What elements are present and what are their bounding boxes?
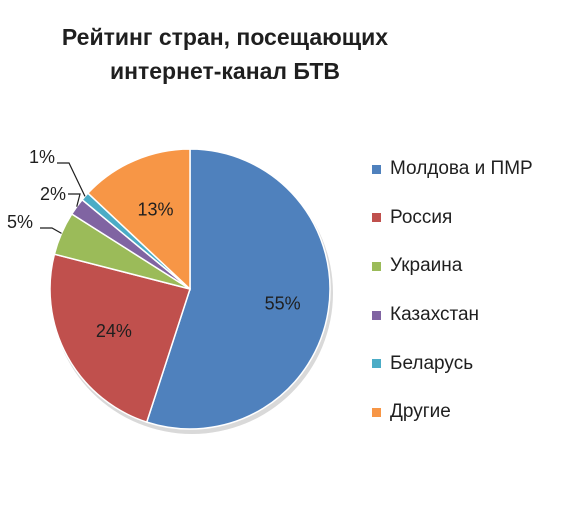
leader-line: [40, 227, 62, 234]
leader-line: [57, 162, 86, 197]
pie-slice: [49, 253, 191, 424]
slice-data-label: 24%: [96, 321, 132, 341]
legend-swatch: [372, 261, 381, 271]
legend-item: Украина: [372, 242, 533, 291]
chart-title-line-2: интернет-канал БТВ: [109, 58, 341, 84]
slice-data-label: 55%: [265, 294, 301, 314]
legend-swatch: [372, 310, 381, 320]
chart-title-line-1: Рейтинг стран, посещающих: [61, 24, 389, 50]
leader-line: [68, 193, 81, 207]
legend-label: Молдова и ПМР: [390, 158, 533, 180]
legend-item: Молдова и ПМР: [372, 145, 533, 194]
legend-label: Казахстан: [390, 304, 480, 326]
slice-data-label: 1%: [29, 147, 55, 167]
legend-label: Беларусь: [390, 352, 474, 374]
chart-legend: Молдова и ПМР Россия Украина Казахстан Белар…: [372, 145, 533, 437]
pie-slice: [145, 148, 331, 430]
legend-swatch: [372, 213, 381, 223]
legend-item: Казахстан: [372, 291, 533, 340]
legend-item: Другие: [372, 388, 533, 437]
slice-data-label: 2%: [40, 184, 66, 204]
slice-data-label: 13%: [138, 199, 174, 219]
legend-swatch: [372, 407, 381, 417]
slice-data-label: 5%: [7, 212, 33, 232]
legend-label: Россия: [390, 206, 453, 228]
pie-slice: [86, 148, 191, 291]
legend-label: Украина: [390, 255, 463, 277]
legend-swatch: [372, 164, 381, 174]
legend-item: Россия: [372, 194, 533, 243]
legend-swatch: [372, 359, 381, 369]
legend-item: Беларусь: [372, 339, 533, 388]
legend-label: Другие: [390, 401, 451, 423]
